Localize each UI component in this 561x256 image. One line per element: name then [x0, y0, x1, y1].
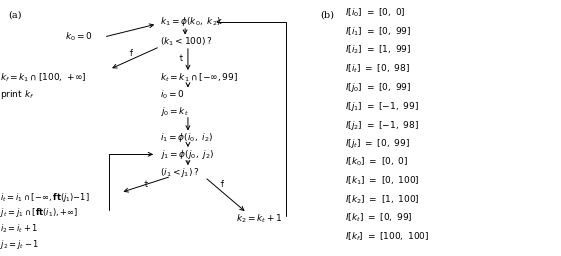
- Text: f: f: [128, 49, 132, 58]
- Text: (b): (b): [320, 11, 334, 20]
- Text: $\mathit{I}[k_{0}]\ =\ [0,\ 0]$: $\mathit{I}[k_{0}]\ =\ [0,\ 0]$: [345, 156, 408, 168]
- Text: (a): (a): [8, 11, 22, 20]
- Text: $\mathit{I}[i_{1}]\ =\ [0,\ 99]$: $\mathit{I}[i_{1}]\ =\ [0,\ 99]$: [345, 25, 411, 38]
- Text: $\mathit{I}[k_{f}]\ =\ [100,\ 100]$: $\mathit{I}[k_{f}]\ =\ [100,\ 100]$: [345, 231, 429, 243]
- Text: $j_t = j_1\cap[\mathbf{ft}(i_1),{+}\infty]$: $j_t = j_1\cap[\mathbf{ft}(i_1),{+}\inft…: [0, 206, 79, 219]
- Text: $\mathit{I}[i_{2}]\ =\ [1,\ 99]$: $\mathit{I}[i_{2}]\ =\ [1,\ 99]$: [345, 44, 411, 56]
- Text: $i_1 = \phi(i_0,\ i_2)$: $i_1 = \phi(i_0,\ i_2)$: [160, 131, 213, 144]
- Text: $i_t = i_1\cap[-\infty,\mathbf{ft}(j_1){-}1]$: $i_t = i_1\cap[-\infty,\mathbf{ft}(j_1){…: [0, 191, 90, 204]
- Text: $k_t = k_1\cap[-\infty,99]$: $k_t = k_1\cap[-\infty,99]$: [160, 71, 238, 84]
- Text: $j_2 = j_t - 1$: $j_2 = j_t - 1$: [0, 238, 39, 251]
- Text: $j_1 = \phi(j_0,\ j_2)$: $j_1 = \phi(j_0,\ j_2)$: [160, 148, 214, 161]
- Text: $(i_1 < j_1)\,?$: $(i_1 < j_1)\,?$: [160, 166, 199, 179]
- Text: $\mathit{I}[i_{t}]\ =\ [0,\ 98]$: $\mathit{I}[i_{t}]\ =\ [0,\ 98]$: [345, 62, 410, 75]
- Text: $k_1 = \phi(k_0,\ k_2)$: $k_1 = \phi(k_0,\ k_2)$: [160, 15, 221, 28]
- Text: $j_0 = k_t$: $j_0 = k_t$: [160, 105, 188, 118]
- Text: f: f: [219, 180, 223, 189]
- Text: $\mathit{I}[j_{t}]\ =\ [0,\ 99]$: $\mathit{I}[j_{t}]\ =\ [0,\ 99]$: [345, 137, 410, 150]
- Text: $\mathit{I}[j_{2}]\ =\ [-1,\ 98]$: $\mathit{I}[j_{2}]\ =\ [-1,\ 98]$: [345, 119, 419, 132]
- Text: $(k_1 < 100)\,?$: $(k_1 < 100)\,?$: [160, 36, 212, 48]
- Text: $k_0 = 0$: $k_0 = 0$: [65, 31, 92, 43]
- Text: t: t: [143, 180, 148, 189]
- Text: $i_0 = 0$: $i_0 = 0$: [160, 88, 185, 101]
- Text: t: t: [178, 54, 183, 63]
- Text: $\mathit{I}[k_{2}]\ =\ [1,\ 100]$: $\mathit{I}[k_{2}]\ =\ [1,\ 100]$: [345, 193, 420, 206]
- Text: $\mathit{I}[k_{t}]\ =\ [0,\ 99]$: $\mathit{I}[k_{t}]\ =\ [0,\ 99]$: [345, 212, 412, 225]
- Text: $\mathit{I}[j_{1}]\ =\ [-1,\ 99]$: $\mathit{I}[j_{1}]\ =\ [-1,\ 99]$: [345, 100, 419, 113]
- Text: $k_2 = k_t + 1$: $k_2 = k_t + 1$: [236, 213, 282, 225]
- Text: $\mathrm{print}\ k_f$: $\mathrm{print}\ k_f$: [0, 88, 34, 101]
- Text: $\mathit{I}[j_{0}]\ =\ [0,\ 99]$: $\mathit{I}[j_{0}]\ =\ [0,\ 99]$: [345, 81, 411, 94]
- Text: $\mathit{I}[i_{0}]\ =\ [0,\ 0]$: $\mathit{I}[i_{0}]\ =\ [0,\ 0]$: [345, 6, 406, 19]
- Text: $i_2 = i_t + 1$: $i_2 = i_t + 1$: [0, 222, 38, 235]
- Text: $k_f = k_1\cap[100,\ {+}\infty]$: $k_f = k_1\cap[100,\ {+}\infty]$: [0, 71, 86, 84]
- Text: $\mathit{I}[k_{1}]\ =\ [0,\ 100]$: $\mathit{I}[k_{1}]\ =\ [0,\ 100]$: [345, 175, 420, 187]
